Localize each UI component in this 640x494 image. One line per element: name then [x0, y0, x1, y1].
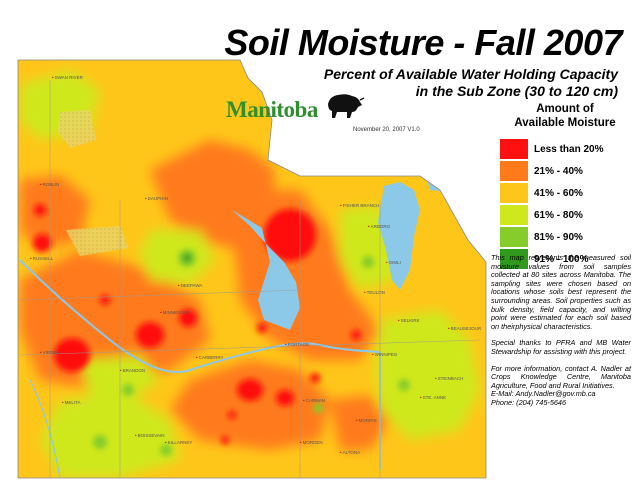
legend-label: 61% - 80%: [534, 209, 583, 221]
legend-item: Less than 20%: [500, 139, 636, 159]
town-label: CARBERRY: [196, 355, 224, 360]
notes-thanks: Special thanks to PFRA and MB Water Stew…: [491, 338, 631, 356]
legend-swatch: [500, 227, 528, 247]
manitoba-logo-text: Manitoba: [226, 97, 318, 122]
notes-contact: For more information, contact A. Nadler …: [491, 363, 631, 390]
town-label: VIRDEN: [40, 350, 60, 355]
legend-title: Amount of Available Moisture: [500, 102, 630, 130]
subtitle-line-1: Percent of Available Water Holding Capac…: [323, 66, 618, 82]
town-label: ROBLIN: [40, 182, 60, 187]
town-label: KILLARNEY: [165, 440, 193, 445]
town-label: MORRIS: [356, 418, 377, 423]
notes-email: E-Mail: Andy.Nadler@gov.mb.ca: [491, 389, 596, 399]
town-label: NEEPAWA: [178, 283, 203, 288]
town-label: FISHER BRANCH: [340, 203, 380, 208]
town-label: ARBORG: [368, 224, 391, 229]
town-label: BEAUSEJOUR: [448, 326, 482, 331]
town-label: SELKIRK: [398, 318, 420, 323]
legend-label: 91% - 100%: [534, 253, 589, 265]
legend-swatch: [500, 205, 528, 225]
legend: Less than 20% 21% - 40% 41% - 60% 61% - 80%…: [500, 139, 636, 271]
legend-item: 91% - 100%: [500, 249, 636, 269]
town-label: CARMAN: [303, 398, 326, 403]
bison-logo-icon: [328, 94, 365, 118]
town-label: BRANDON: [120, 368, 146, 373]
town-label: PORTAGE: [285, 342, 310, 347]
legend-label: 41% - 60%: [534, 187, 583, 199]
map-subtitle: Percent of Available Water Holding Capac…: [258, 66, 618, 100]
legend-label: Less than 20%: [534, 143, 604, 155]
notes-phone: Phone: (204) 745-5646: [491, 397, 567, 407]
town-label: WINNIPEG: [372, 352, 398, 357]
legend-label: 81% - 90%: [534, 231, 583, 243]
town-label: STEINBACH: [435, 376, 464, 381]
town-label: STE. ANNE: [420, 395, 447, 400]
legend-title-line-1: Amount of: [536, 103, 594, 115]
legend-swatch: [500, 161, 528, 181]
town-label: GIMLI: [386, 260, 401, 265]
legend-item: 61% - 80%: [500, 205, 636, 225]
legend-item: 41% - 60%: [500, 183, 636, 203]
map-title: Soil Moisture - Fall 2007: [224, 22, 622, 63]
notes-description: This map represents the measured soil mo…: [491, 253, 631, 331]
legend-title-line-2: Available Moisture: [514, 117, 616, 129]
town-label: ALTONA: [340, 450, 361, 455]
legend-swatch: [500, 139, 528, 159]
version-stamp: November 20, 2007 V1.0: [353, 127, 420, 133]
legend-item: 81% - 90%: [500, 227, 636, 247]
town-label: MORDEN: [300, 440, 323, 445]
legend-swatch: [500, 183, 528, 203]
town-label: TEULON: [364, 290, 385, 295]
legend-swatch: [500, 249, 528, 269]
town-label: MINNEDOSA: [160, 310, 190, 315]
town-label: BOISSEVAIN: [135, 433, 165, 438]
legend-item: 21% - 40%: [500, 161, 636, 181]
town-label: SWAN RIVER: [52, 75, 83, 80]
legend-label: 21% - 40%: [534, 165, 583, 177]
town-label: RUSSELL: [30, 256, 54, 261]
town-label: DAUPHIN: [145, 196, 168, 201]
map-notes: This map represents the measured soil mo…: [491, 253, 631, 408]
town-label: MELITA: [62, 400, 81, 405]
subtitle-line-2: in the Sub Zone (30 to 120 cm): [415, 83, 618, 99]
